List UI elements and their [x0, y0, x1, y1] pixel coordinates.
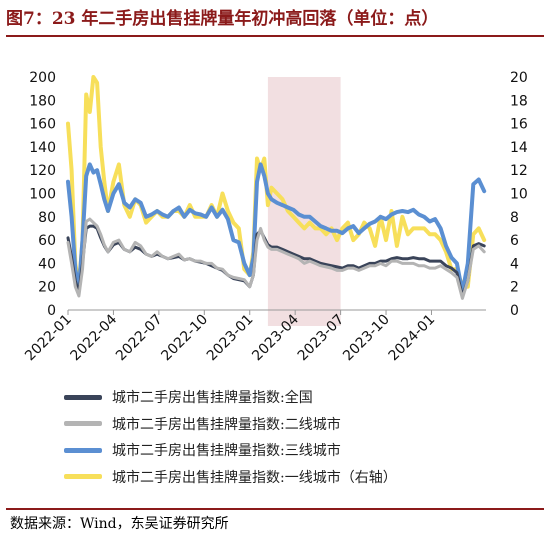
y-tick-label-0: 0: [47, 303, 56, 319]
series-layer: [66, 75, 487, 300]
y2-tick-label-4: 8: [510, 210, 519, 226]
x-tick-label-7: 2023-10: [340, 312, 393, 365]
x-tick-label-2: 2022-07: [113, 312, 166, 365]
legend-swatch-tier3: [64, 447, 102, 453]
legend-label-tier2: 城市二手房出售挂牌量指数:二线城市: [112, 416, 341, 433]
y-tick-label-3: 60: [38, 233, 56, 249]
plot-background: [267, 77, 341, 326]
y-tick-label-10: 200: [29, 70, 56, 86]
y-tick-label-7: 140: [29, 140, 56, 156]
line-chart: 0 20 40 60 80 100 120 140 160 180 200 0 2 4 6 8 10 12 14 16…: [22, 70, 528, 365]
legend-label-national: 城市二手房出售挂牌量指数:全国: [112, 390, 313, 407]
legend-item-tier2: 城市二手房出售挂牌量指数:二线城市: [64, 411, 544, 438]
x-tick-label-3: 2022-10: [158, 312, 211, 365]
y2-tick-label-10: 20: [510, 70, 528, 86]
legend-item-national: 城市二手房出售挂牌量指数:全国: [64, 384, 544, 411]
y-tick-label-4: 80: [38, 210, 56, 226]
legend-item-tier1: 城市二手房出售挂牌量指数:一线城市（右轴）: [64, 464, 544, 491]
x-tick-label-0: 2022-01: [22, 312, 75, 365]
x-tick-label-4: 2023-01: [204, 312, 257, 365]
y-tick-label-5: 100: [29, 187, 56, 203]
y2-tick-label-9: 18: [510, 93, 528, 109]
y-tick-label-8: 160: [29, 117, 56, 133]
series-line-3: [66, 217, 486, 300]
y-tick-label-1: 20: [38, 280, 56, 296]
legend-label-tier1: 城市二手房出售挂牌量指数:一线城市（右轴）: [112, 469, 397, 486]
y2-tick-label-3: 6: [510, 233, 519, 249]
x-tick-label-8: 2024-01: [386, 312, 439, 365]
y2-tick-label-8: 16: [510, 117, 528, 133]
y-tick-label-6: 120: [29, 163, 56, 179]
series-line-1: [66, 162, 487, 295]
y2-tick-label-1: 2: [510, 280, 519, 296]
legend-swatch-national: [64, 394, 102, 400]
y2-tick-label-2: 4: [510, 256, 519, 272]
highlight-band: [267, 77, 341, 326]
x-tick-label-1: 2022-04: [68, 311, 121, 364]
y2-tick-label-6: 12: [510, 163, 528, 179]
legend-swatch-tier2: [64, 421, 102, 427]
legend-swatch-tier1: [64, 474, 102, 480]
title-divider: [6, 35, 544, 37]
source-note: 数据来源：Wind，东吴证券研究所: [10, 516, 229, 532]
y2-tick-label-5: 10: [510, 187, 528, 203]
y-tick-label-2: 40: [38, 256, 56, 272]
legend-item-tier3: 城市二手房出售挂牌量指数:三线城市: [64, 437, 544, 464]
chart-title: 图7：23 年二手房出售挂牌量年初冲高回落（单位：点）: [6, 9, 439, 29]
chart-legend: 城市二手房出售挂牌量指数:全国 城市二手房出售挂牌量指数:二线城市 城市二手房出…: [64, 384, 544, 490]
footer-divider: [6, 508, 544, 510]
y-tick-label-9: 180: [29, 93, 56, 109]
y2-tick-label-0: 0: [510, 303, 519, 319]
legend-label-tier3: 城市二手房出售挂牌量指数:三线城市: [112, 443, 341, 460]
y2-tick-label-7: 14: [510, 140, 528, 156]
